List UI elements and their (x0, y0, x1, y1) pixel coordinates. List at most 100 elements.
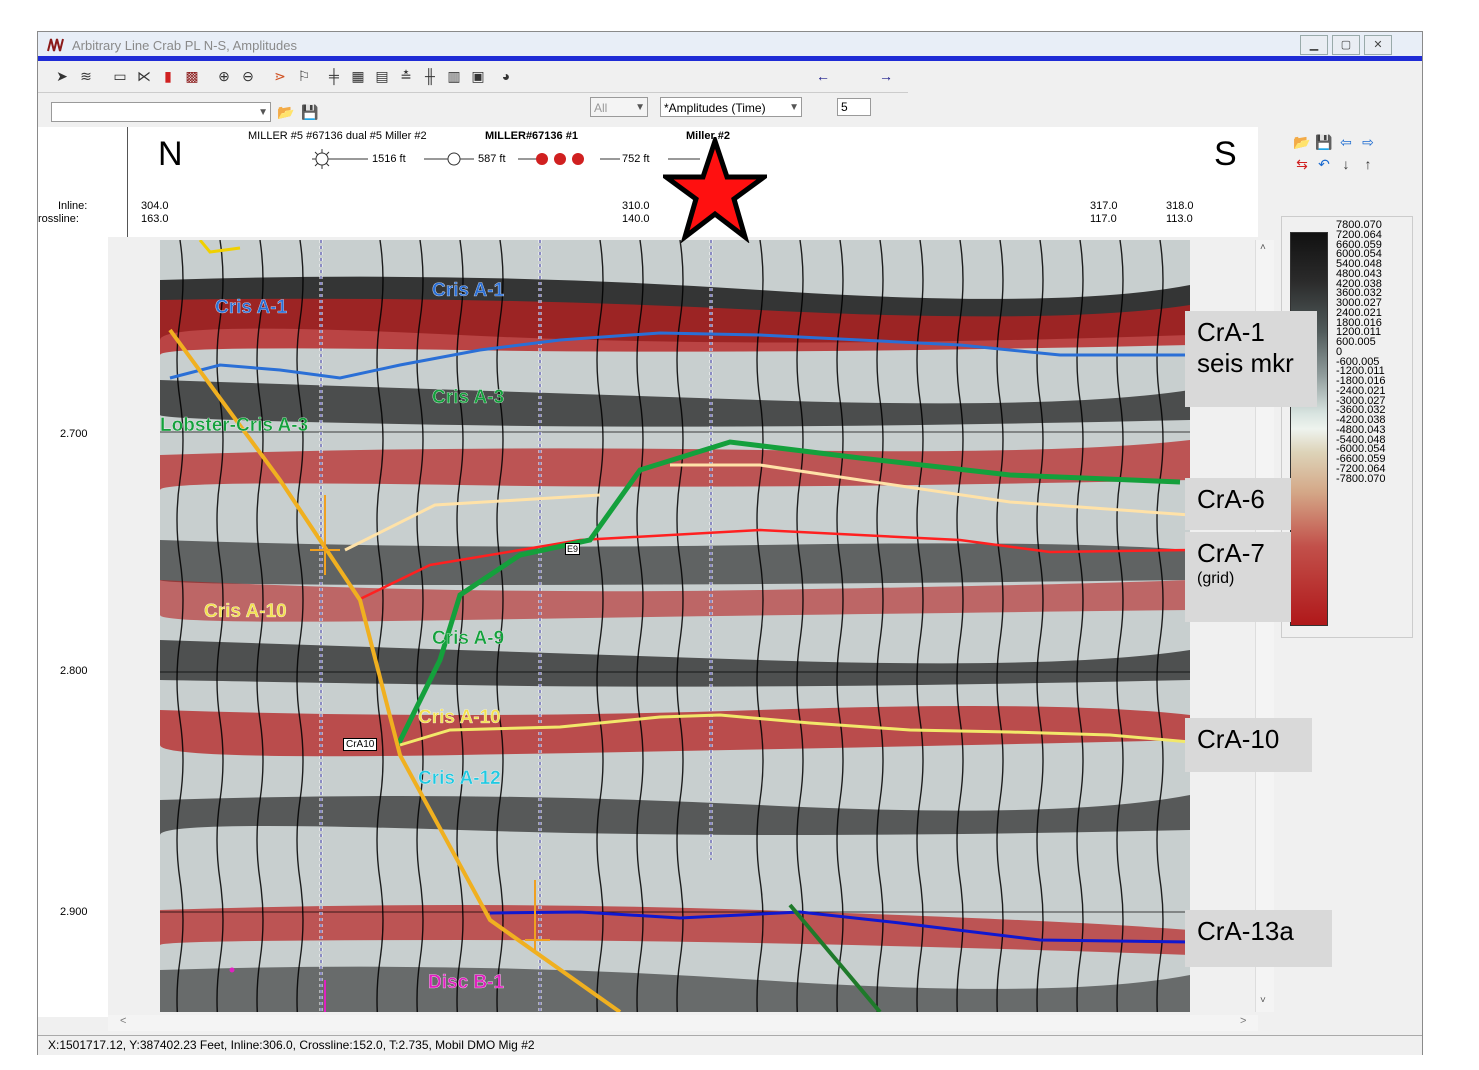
undo-icon[interactable]: ↶ (1318, 156, 1330, 172)
annotation-cra6-text: CrA-6 (1197, 484, 1265, 514)
table-icon[interactable]: ▤ (375, 68, 389, 84)
chevron-up-icon[interactable]: ˄ (1260, 242, 1266, 253)
ruler-icon[interactable]: ▭ (113, 68, 127, 84)
app-window: Arbitrary Line Crab PL N-S, Amplitudes ▁… (37, 31, 1423, 1055)
display-select[interactable]: *Amplitudes (Time) ▼ (660, 97, 802, 117)
seismic-section[interactable]: Cris A-1 Cris A-1 Cris A-3 Lobster-Cris … (160, 240, 1190, 1012)
columns-icon[interactable]: ▥ (447, 68, 461, 84)
horizon-label-cris-a3: Cris A-3 (432, 387, 505, 408)
colorbar-values: 7800.070 7200.064 6600.059 6000.054 5400.048… (1336, 219, 1386, 485)
colorbar-value: -4800.043 (1336, 423, 1386, 436)
crossline-tick: 113.0 (1166, 213, 1193, 225)
wiggle-icon[interactable]: ≋ (80, 68, 92, 84)
filter-select[interactable]: All ▼ (590, 97, 648, 117)
chevron-right-icon[interactable]: > (1240, 1015, 1247, 1027)
crossline-axis-label: rossline: (38, 213, 79, 225)
header-left-column (38, 127, 128, 237)
window-title: Arbitrary Line Crab PL N-S, Amplitudes (72, 38, 297, 53)
inline-tick: 318.0 (1166, 200, 1194, 212)
panel-icon[interactable]: ▣ (471, 68, 485, 84)
minimize-button[interactable]: ▁ (1300, 35, 1328, 55)
crossline-tick: 140.0 (622, 213, 650, 225)
horizon-label-cris-a10: Cris A-10 (204, 601, 287, 622)
arrow-left-icon[interactable]: ⇦ (1340, 134, 1352, 150)
horizon-label-cris-a1: Cris A-1 (432, 280, 505, 301)
open-folder-icon[interactable]: 📂 (277, 104, 295, 120)
sort-up-icon[interactable]: ↑ (1364, 156, 1372, 172)
colorbar-icon[interactable]: ▮ (164, 68, 172, 84)
display-select-value: *Amplitudes (Time) (664, 101, 766, 115)
colorbar-value: -4200.038 (1336, 414, 1386, 426)
amplitude-colorbar[interactable] (1290, 232, 1328, 626)
colorbar-value: 3600.032 (1336, 287, 1382, 300)
fault-icon[interactable]: ⋗ (274, 68, 286, 84)
path-select[interactable]: ▼ (51, 102, 271, 122)
status-text: X:1501717.12, Y:387402.23 Feet, Inline:3… (48, 1038, 535, 1052)
colorbar-value: 6000.054 (1336, 248, 1382, 261)
colorbar-value: -7800.070 (1336, 472, 1386, 485)
header-panel (38, 127, 1258, 237)
save-icon[interactable]: 💾 (301, 104, 319, 120)
colorbar-value: -5400.048 (1336, 433, 1386, 446)
status-bar: X:1501717.12, Y:387402.23 Feet, Inline:3… (38, 1035, 1422, 1055)
zoom-out-icon[interactable]: ⊖ (242, 68, 254, 84)
crosshair-icon[interactable]: ╪ (329, 68, 339, 84)
globe-icon[interactable]: ◕ (501, 68, 511, 84)
save-icon[interactable]: 💾 (1315, 134, 1333, 150)
annotation-cra13a-text: CrA-13a (1197, 916, 1294, 946)
time-tick: 2.900 (60, 906, 88, 918)
split-icon[interactable]: ╫ (425, 68, 435, 84)
annotation-cra7-sub: (grid) (1197, 570, 1235, 587)
open-folder-icon[interactable]: 📂 (1293, 134, 1311, 150)
chevron-down-icon[interactable]: ˅ (1260, 995, 1266, 1006)
flag-icon[interactable]: ⚐ (297, 68, 311, 84)
vertical-scrollbar[interactable]: ˄ ˅ (1255, 240, 1274, 1012)
seismic-view-icon[interactable]: ▩ (185, 68, 199, 84)
time-axis (38, 237, 108, 1017)
palette-icon[interactable]: ⇆ (1296, 156, 1308, 172)
chevron-left-icon[interactable]: < (120, 1015, 127, 1027)
colorbar-value: 4200.038 (1336, 277, 1382, 290)
colorbar-value: -600.005 (1336, 355, 1380, 368)
inline-tick: 317.0 (1090, 200, 1118, 212)
colorbar-value: 4800.043 (1336, 267, 1382, 280)
colorbar-value: -3600.032 (1336, 404, 1386, 417)
horizon-tag-e9: E9 (565, 543, 581, 555)
sort-down-icon[interactable]: ↓ (1342, 156, 1350, 172)
colorbar-value: 7800.070 (1336, 219, 1382, 231)
colorbar-value: 7200.064 (1336, 228, 1382, 241)
well-labels-overlap: MILLER#67136 #1 (485, 130, 578, 142)
filter-select-value: All (594, 101, 608, 115)
arrow-right-icon[interactable]: → (879, 68, 893, 84)
seismic-app-icon (47, 38, 64, 52)
chevron-down-icon: ▼ (789, 102, 799, 113)
well-labels: MILLER #5 #67136 dual #5 Miller #2 (248, 130, 427, 142)
arrow-right-icon[interactable]: ⇨ (1362, 134, 1374, 150)
annotation-cra1-line2: seis mkr (1197, 348, 1294, 378)
inline-tick: 310.0 (622, 200, 650, 212)
well-miller2-label: Miller #2 (686, 130, 731, 142)
maximize-button[interactable]: ▢ (1332, 35, 1360, 55)
colorbar-value: 0 (1336, 345, 1343, 358)
time-tick: 2.700 (60, 428, 88, 440)
annotation-cra10: CrA-10 (1185, 718, 1312, 772)
annotation-cra7-text: CrA-7 (1197, 538, 1265, 568)
horizon-label-cris-a9: Cris A-9 (432, 628, 505, 649)
horizontal-scrollbar[interactable]: < > (108, 1015, 1258, 1031)
main-toolbar: ➤ ≋ ▭ ⋉ ▮ ▩ ⊕ ⊖ ⋗ ⚐ ╪ ▦ ▤ ≛ ╫ ▥ ▣ ◕ All … (38, 62, 908, 117)
annotation-cra1: CrA-1 seis mkr (1185, 311, 1317, 407)
zoom-in-icon[interactable]: ⊕ (218, 68, 230, 84)
align-icon[interactable]: ≛ (400, 68, 412, 84)
step-input[interactable]: 5 (837, 98, 871, 116)
annotation-cra13a: CrA-13a (1185, 910, 1332, 967)
inline-tick: 304.0 (141, 200, 169, 212)
pointer-icon[interactable]: ➤ (56, 68, 68, 84)
close-button[interactable]: ✕ (1364, 35, 1392, 55)
grid-icon[interactable]: ▦ (351, 68, 365, 84)
horizon-pick-icon[interactable]: ⋉ (137, 68, 151, 84)
colorbar-value: 600.005 (1336, 336, 1376, 348)
arrow-left-icon[interactable]: ← (816, 68, 830, 84)
horizon-label-disc-b1: Disc B-1 (428, 972, 505, 993)
south-label: S (1214, 135, 1237, 173)
crossline-tick: 163.0 (141, 213, 169, 225)
